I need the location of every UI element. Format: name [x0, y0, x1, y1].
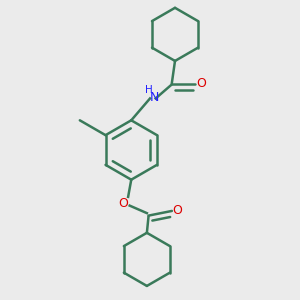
Text: O: O [172, 203, 182, 217]
Text: H: H [145, 85, 152, 95]
Text: N: N [149, 91, 159, 104]
Text: O: O [196, 77, 206, 90]
Text: O: O [118, 196, 128, 210]
